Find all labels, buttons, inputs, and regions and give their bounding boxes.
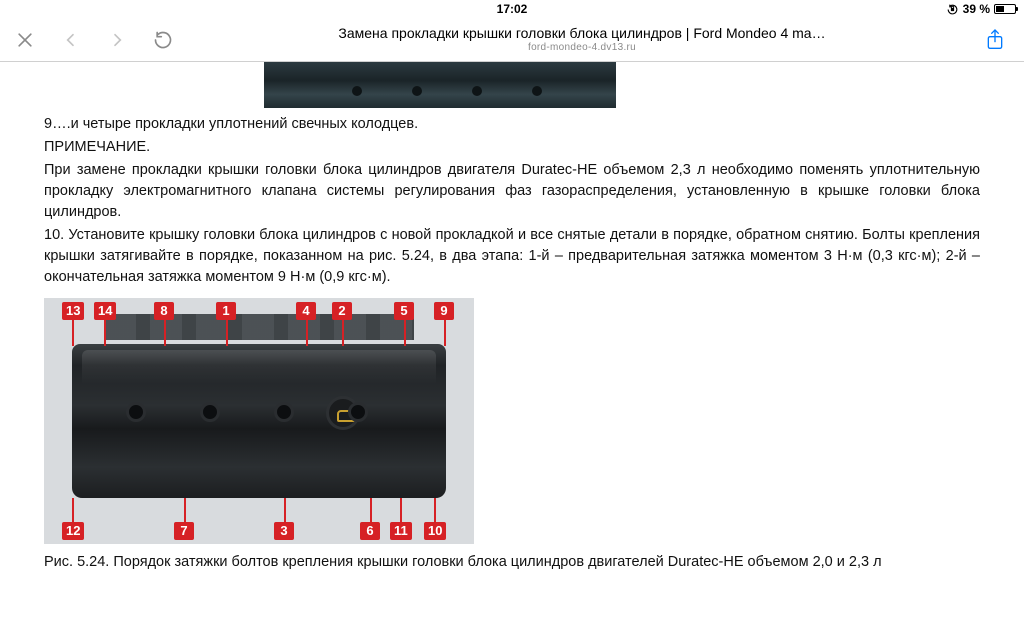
spark-plug-well (348, 402, 368, 422)
callout-1: 1 (216, 302, 236, 320)
status-bar: 17:02 39 % (0, 0, 1024, 18)
callout-leader (284, 498, 286, 522)
callout-7: 7 (174, 522, 194, 540)
status-time: 17:02 (497, 2, 528, 16)
close-icon[interactable] (14, 29, 36, 51)
callout-leader (370, 498, 372, 522)
browser-toolbar: Замена прокладки крышки головки блока ци… (0, 18, 1024, 62)
spark-plug-well (274, 402, 294, 422)
figure-caption: Рис. 5.24. Порядок затяжки болтов крепле… (44, 552, 980, 573)
callout-10: 10 (424, 522, 446, 540)
callout-14: 14 (94, 302, 116, 320)
callout-6: 6 (360, 522, 380, 540)
battery-fill (996, 6, 1004, 12)
callout-leader (164, 320, 166, 346)
spark-plug-well (126, 402, 146, 422)
callout-leader (404, 320, 406, 346)
article-content: 9….и четыре прокладки уплотнений свечных… (0, 62, 1024, 585)
callout-8: 8 (154, 302, 174, 320)
refresh-icon[interactable] (152, 29, 174, 51)
valve-cover-graphic (72, 344, 446, 498)
callout-leader (104, 320, 106, 346)
page-title: Замена прокладки крышки головки блока ци… (338, 25, 825, 42)
callout-4: 4 (296, 302, 316, 320)
callout-13: 13 (62, 302, 84, 320)
callout-leader (72, 320, 74, 346)
text-step-10: 10. Установите крышку головки блока цили… (44, 225, 980, 288)
text-note-heading: ПРИМЕЧАНИЕ. (44, 137, 980, 158)
callout-2: 2 (332, 302, 352, 320)
battery-pct-label: 39 % (963, 2, 990, 16)
intake-manifold-graphic (104, 314, 414, 340)
callout-leader (400, 498, 402, 522)
callout-leader (226, 320, 228, 346)
callout-3: 3 (274, 522, 294, 540)
callout-leader (72, 498, 74, 522)
forward-icon[interactable] (106, 29, 128, 51)
callout-leader (184, 498, 186, 522)
share-icon[interactable] (984, 29, 1006, 51)
page-url: ford-mondeo-4.dv13.ru (528, 42, 636, 54)
battery-icon (994, 4, 1016, 14)
spark-plug-well (200, 402, 220, 422)
callout-12: 12 (62, 522, 84, 540)
text-step-9: 9….и четыре прокладки уплотнений свечных… (44, 114, 980, 135)
callout-5: 5 (394, 302, 414, 320)
top-partial-figure (264, 62, 616, 108)
callout-11: 11 (390, 522, 412, 540)
callout-9: 9 (434, 302, 454, 320)
callout-leader (434, 498, 436, 522)
callout-leader (306, 320, 308, 346)
text-note-body: При замене прокладки крышки головки блок… (44, 160, 980, 223)
back-icon[interactable] (60, 29, 82, 51)
callout-leader (444, 320, 446, 346)
status-right: 39 % (946, 2, 1016, 16)
page-title-wrap: Замена прокладки крышки головки блока ци… (200, 25, 964, 54)
figure-5-24: 1314814259127361110 (44, 298, 474, 544)
rotation-lock-icon (946, 3, 959, 16)
callout-leader (342, 320, 344, 346)
